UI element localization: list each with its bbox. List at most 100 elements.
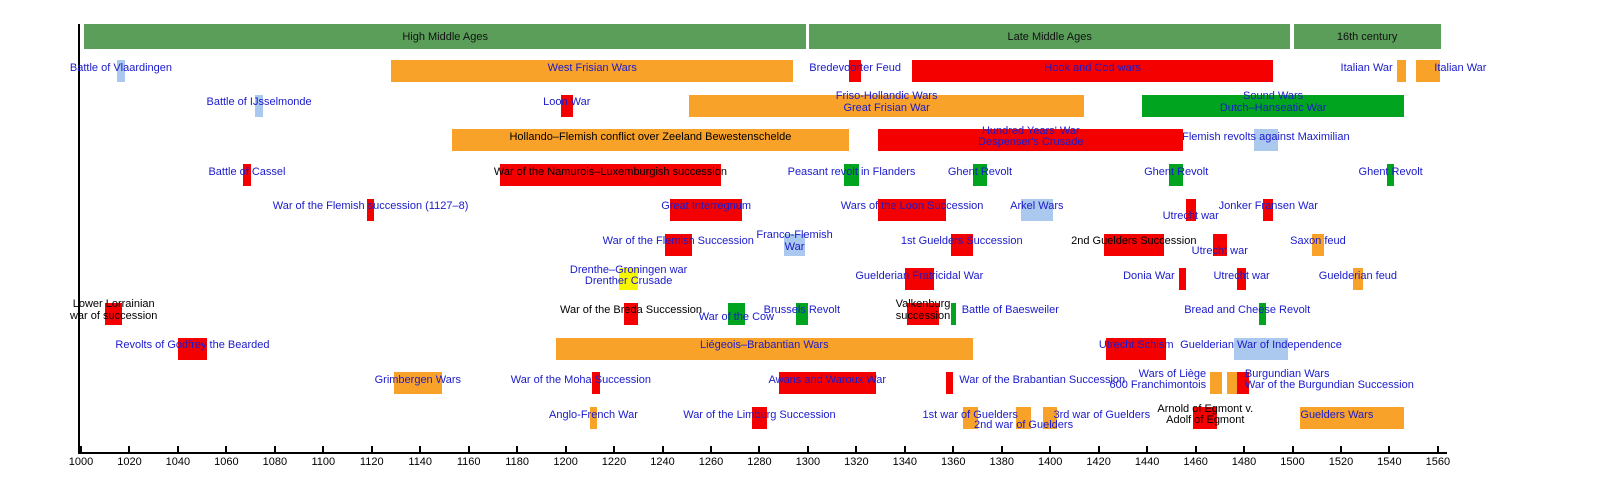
event-label-line[interactable]: Saxon feud — [1290, 235, 1346, 247]
event-label-bredevoorter-feud[interactable]: Bredevoorter Feud — [809, 61, 901, 75]
event-label-line[interactable]: Guelderian Fratricidal War — [855, 269, 984, 282]
event-label-friso-hollandic-wars-great-frisian-war[interactable]: Friso-Hollandic Wars Great Frisian War — [836, 91, 938, 114]
event-label-line[interactable]: War of the Flemish succession (1127–8) — [272, 200, 469, 213]
event-label-line[interactable]: Dutch–Hanseatic War — [1219, 101, 1327, 114]
event-label-battle-of-baesweiler[interactable]: Battle of Baesweiler — [962, 305, 1059, 317]
event-label-guelderian-war-of-independence[interactable]: Guelderian War of Independence — [1180, 340, 1342, 352]
event-label-line[interactable]: War of the Flemish Succession — [602, 235, 754, 247]
event-label-ghent-revolt[interactable]: Ghent Revolt — [1359, 166, 1423, 179]
event-label-line[interactable]: Hundred Years' War — [981, 124, 1080, 137]
event-label-line[interactable]: West Frisian Wars — [547, 61, 637, 74]
event-label-line[interactable]: 1st war of Guelders — [922, 408, 1018, 421]
event-label-war-of-the-brabantian-succession[interactable]: War of the Brabantian Succession — [959, 373, 1126, 387]
event-label-line[interactable]: Friso-Hollandic Wars — [835, 90, 938, 103]
event-label-line[interactable]: 600 Franchimontois — [1109, 379, 1207, 392]
event-label-line[interactable]: Liégeois–Brabantian Wars — [699, 339, 829, 352]
event-label-line[interactable]: Awans and Waroux War — [768, 373, 887, 386]
event-label-line[interactable]: Arkel Wars — [1010, 200, 1064, 213]
event-label-line[interactable]: Flemish revolts against Maximilian — [1182, 130, 1350, 143]
event-label-line[interactable]: War of the Moha Succession — [510, 373, 651, 386]
event-label-1st-guelders-succession[interactable]: 1st Guelders Succession — [900, 235, 1023, 248]
event-label-line[interactable]: War of the Burgundian Succession — [1244, 379, 1414, 392]
event-label-line[interactable]: Loon War — [543, 96, 591, 109]
event-label-line[interactable]: War — [784, 240, 805, 253]
event-label-line[interactable]: Donia War — [1123, 269, 1175, 282]
event-label-line[interactable]: Great Interregnum — [661, 200, 752, 213]
event-label-flemish-revolts-against-maximilian[interactable]: Flemish revolts against Maximilian — [1182, 130, 1350, 144]
event-label-peasant-revolt-in-flanders[interactable]: Peasant revolt in Flanders — [787, 165, 916, 179]
event-label-guelderian-feud[interactable]: Guelderian feud — [1318, 269, 1398, 283]
event-label-line[interactable]: Italian War — [1434, 61, 1487, 74]
event-label-brussels-revolt[interactable]: Brussels Revolt — [764, 305, 840, 317]
event-label-line[interactable]: Battle of IJsselmonde — [206, 96, 312, 109]
event-label-war-of-the-flemish-succession-1127-8[interactable]: War of the Flemish succession (1127–8) — [273, 201, 469, 213]
event-label-line[interactable]: Peasant revolt in Flanders — [787, 165, 916, 178]
event-label-line[interactable]: Ghent Revolt — [947, 165, 1013, 178]
event-label-li-geois-brabantian-wars[interactable]: Liégeois–Brabantian Wars — [700, 340, 829, 352]
event-label-war-of-the-limburg-succession[interactable]: War of the Limburg Succession — [683, 408, 836, 422]
event-label-donia-war[interactable]: Donia War — [1123, 269, 1175, 283]
event-label-wars-of-li-ge-600-franchimontois[interactable]: Wars of Liège 600 Franchimontois — [1109, 367, 1207, 392]
event-label-line[interactable]: Ghent Revolt — [1144, 165, 1209, 178]
event-label-burgundian-wars-war-of-the-burgundian-succession[interactable]: Burgundian Wars War of the Burgundian Suc… — [1244, 367, 1414, 392]
event-label-utrecht-war[interactable]: Utrecht war — [1191, 245, 1248, 258]
event-label-italian-war[interactable]: Italian War — [1341, 62, 1393, 75]
event-label-1st-war-of-guelders[interactable]: 1st war of Guelders — [922, 408, 1018, 422]
event-label-awans-and-waroux-war[interactable]: Awans and Waroux War — [768, 373, 887, 387]
event-label-war-of-the-moha-succession[interactable]: War of the Moha Succession — [510, 373, 651, 387]
event-label-line[interactable]: 2nd war of Guelders — [974, 418, 1074, 431]
event-label-line[interactable]: Battle of Baesweiler — [961, 304, 1059, 317]
event-label-line[interactable]: Bread and Cheese Revolt — [1184, 304, 1311, 317]
event-label-utrecht-schism[interactable]: Utrecht Schism — [1099, 340, 1174, 352]
event-label-2nd-war-of-guelders[interactable]: 2nd war of Guelders — [974, 418, 1074, 432]
event-label-3rd-war-of-guelders[interactable]: 3rd war of Guelders — [1053, 408, 1151, 422]
event-label-west-frisian-wars[interactable]: West Frisian Wars — [547, 61, 637, 75]
event-label-utrecht-war[interactable]: Utrecht war — [1163, 211, 1219, 223]
event-label-drenthe-groningen-war-drenther-crusade[interactable]: Drenthe–Groningen war Drenther Crusade — [569, 263, 688, 288]
event-label-jonker-fransen-war[interactable]: Jonker Fransen War — [1219, 201, 1318, 213]
event-label-line[interactable]: Battle of Vlaardingen — [69, 61, 173, 74]
event-label-line[interactable]: Utrecht war — [1162, 210, 1219, 223]
event-label-line[interactable]: Anglo-French War — [549, 408, 638, 421]
event-label-line[interactable]: Revolts of Godfrey the Bearded — [115, 339, 270, 352]
event-label-anglo-french-war[interactable]: Anglo-French War — [549, 408, 638, 422]
event-label-loon-war[interactable]: Loon War — [543, 97, 590, 109]
event-label-line[interactable]: Great Frisian War — [843, 101, 930, 114]
event-label-line[interactable]: War of the Cow — [698, 311, 775, 324]
event-label-battle-of-cassel[interactable]: Battle of Cassel — [208, 165, 286, 179]
event-label-line[interactable]: Hook and Cod wars — [1044, 61, 1141, 74]
event-label-war-of-the-flemish-succession[interactable]: War of the Flemish Succession — [602, 235, 754, 248]
event-label-revolts-of-godfrey-the-bearded[interactable]: Revolts of Godfrey the Bearded — [115, 340, 269, 352]
event-label-line[interactable]: Grimbergen Wars — [374, 373, 461, 386]
event-label-line[interactable]: 1st Guelders Succession — [900, 235, 1023, 247]
event-label-italian-war[interactable]: Italian War — [1434, 61, 1487, 75]
event-label-wars-of-the-loon-succession[interactable]: Wars of the Loon Succession — [841, 201, 984, 213]
event-label-line[interactable]: Wars of Liège — [1138, 367, 1207, 380]
event-label-line[interactable]: Brussels Revolt — [763, 304, 841, 317]
event-label-line[interactable]: Utrecht war — [1191, 245, 1248, 257]
event-label-line[interactable]: Jonker Fransen War — [1218, 200, 1318, 213]
event-label-battle-of-vlaardingen[interactable]: Battle of Vlaardingen — [69, 61, 173, 75]
event-label-line[interactable]: Utrecht Schism — [1098, 339, 1174, 352]
event-label-line[interactable]: Battle of Cassel — [208, 165, 286, 178]
event-label-line[interactable]: Guelderian feud — [1318, 269, 1398, 282]
event-label-line[interactable]: 3rd war of Guelders — [1053, 408, 1151, 421]
event-label-line[interactable]: Guelderian War of Independence — [1180, 339, 1342, 352]
event-label-line[interactable]: Franco-Flemish — [756, 229, 833, 241]
event-label-great-interregnum[interactable]: Great Interregnum — [661, 201, 751, 213]
event-label-grimbergen-wars[interactable]: Grimbergen Wars — [374, 373, 461, 387]
event-label-ghent-revolt[interactable]: Ghent Revolt — [1144, 165, 1209, 179]
event-label-hundred-years-war-despenser-s-crusade[interactable]: Hundred Years' War Despenser's Crusade — [978, 124, 1084, 149]
event-label-line[interactable]: War of the Brabantian Succession — [959, 373, 1126, 386]
event-label-line[interactable]: Guelders Wars — [1300, 408, 1374, 421]
event-label-sound-wars-dutch-hanseatic-war[interactable]: Sound Wars Dutch–Hanseatic War — [1220, 91, 1327, 114]
event-label-line[interactable]: War of the Limburg Succession — [683, 408, 836, 421]
event-label-line[interactable]: Burgundian Wars — [1244, 367, 1330, 380]
event-label-line[interactable]: Drenthe–Groningen war — [569, 263, 688, 276]
event-label-line[interactable]: Despenser's Crusade — [978, 136, 1084, 149]
event-label-arkel-wars[interactable]: Arkel Wars — [1010, 201, 1063, 213]
event-label-line[interactable]: Utrecht war — [1213, 269, 1270, 282]
event-label-war-of-the-cow[interactable]: War of the Cow — [699, 312, 774, 324]
event-label-utrecht-war[interactable]: Utrecht war — [1213, 269, 1270, 283]
event-label-line[interactable]: Bredevoorter Feud — [809, 61, 901, 74]
